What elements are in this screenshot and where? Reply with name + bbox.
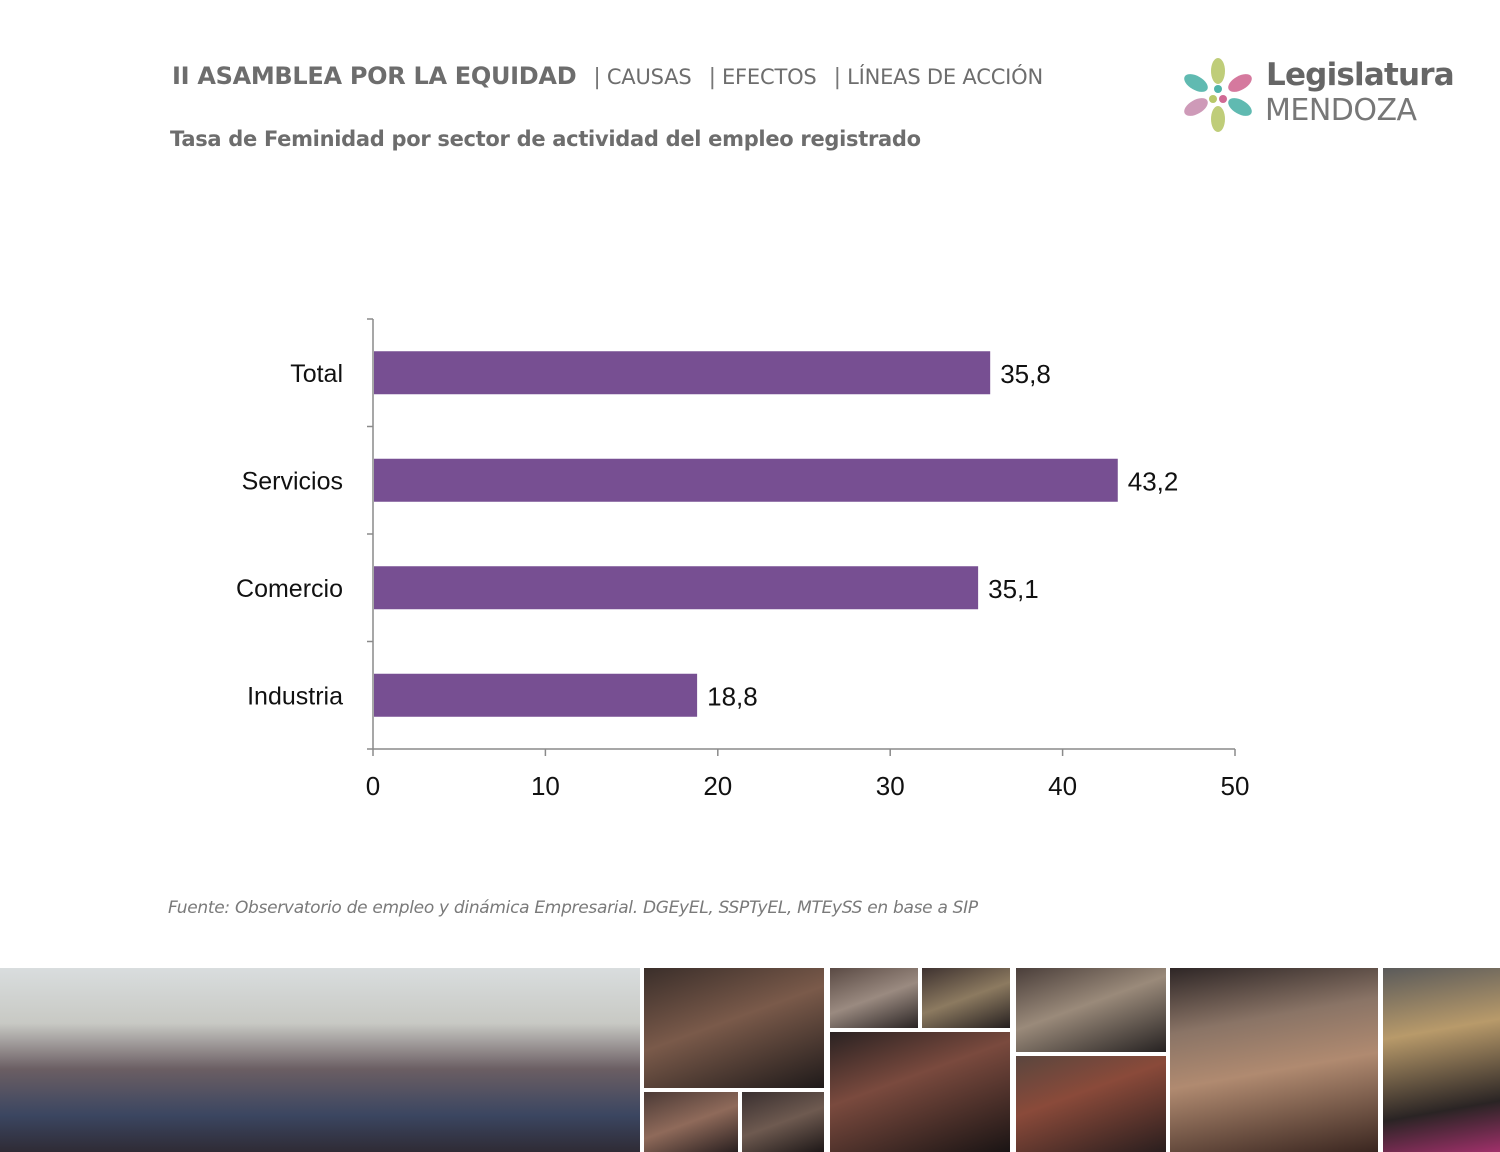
chart-source: Fuente: Observatorio de empleo y dinámic…: [168, 898, 978, 918]
header-item-efectos: EFECTOS: [721, 65, 817, 89]
slide-header: II ASAMBLEA POR LA EQUIDAD | CAUSAS | EFEC…: [172, 62, 1043, 90]
logo-line1: Legislatura: [1266, 57, 1455, 93]
data-label: 35,1: [988, 574, 1039, 604]
photo-strip: [0, 968, 1500, 1152]
category-label: Servicios: [242, 467, 343, 495]
woman-portrait-photo: [830, 1032, 1010, 1152]
data-label: 18,8: [707, 681, 758, 711]
woman-hat-photo: [742, 1092, 824, 1152]
header-separator: |: [833, 65, 842, 90]
x-tick-label: 20: [703, 771, 732, 801]
header-item-causas: CAUSAS: [606, 65, 692, 89]
bar-chart: 0 10 20 30 40 50 Total 35,8 Servicios 43,2 Comerci…: [236, 318, 1250, 801]
woman-sign-photo: [1383, 968, 1500, 1152]
x-tick-label: 0: [366, 771, 380, 801]
woman-headband-photo: [1170, 968, 1378, 1152]
bar: [374, 566, 979, 610]
woman-at-desk-photo: [922, 968, 1010, 1028]
women-at-desks-photo: [644, 1092, 738, 1152]
bar: [374, 673, 698, 717]
category-label: Total: [290, 360, 343, 388]
chart-title: Tasa de Feminidad por sector de activida…: [170, 127, 921, 151]
data-label: 35,8: [1000, 359, 1051, 389]
bar: [374, 351, 991, 395]
flower-logo-icon: [1184, 58, 1252, 132]
two-legislators-photo: [1016, 968, 1166, 1052]
logo-line2: MENDOZA: [1265, 93, 1417, 128]
crowd-photo: [0, 968, 640, 1152]
legislators-photo: [830, 968, 918, 1028]
bar: [374, 458, 1118, 502]
legislatura-logo: Legislatura MENDOZA: [1183, 53, 1455, 137]
header-title: II ASAMBLEA POR LA EQUIDAD: [172, 62, 577, 90]
x-tick-label: 50: [1221, 771, 1250, 801]
header-item-lineas: LÍNEAS DE ACCIÓN: [847, 65, 1043, 89]
chamber-photo: [1016, 1056, 1166, 1152]
x-tick-label: 40: [1048, 771, 1077, 801]
category-label: Industria: [247, 682, 343, 710]
data-label: 43,2: [1128, 466, 1179, 496]
header-separator: |: [593, 65, 601, 90]
woman-speaking-photo: [644, 968, 824, 1088]
x-tick-label: 10: [531, 771, 560, 801]
x-tick-label: 30: [876, 771, 905, 801]
header-separator: |: [708, 65, 716, 90]
category-label: Comercio: [236, 575, 343, 603]
